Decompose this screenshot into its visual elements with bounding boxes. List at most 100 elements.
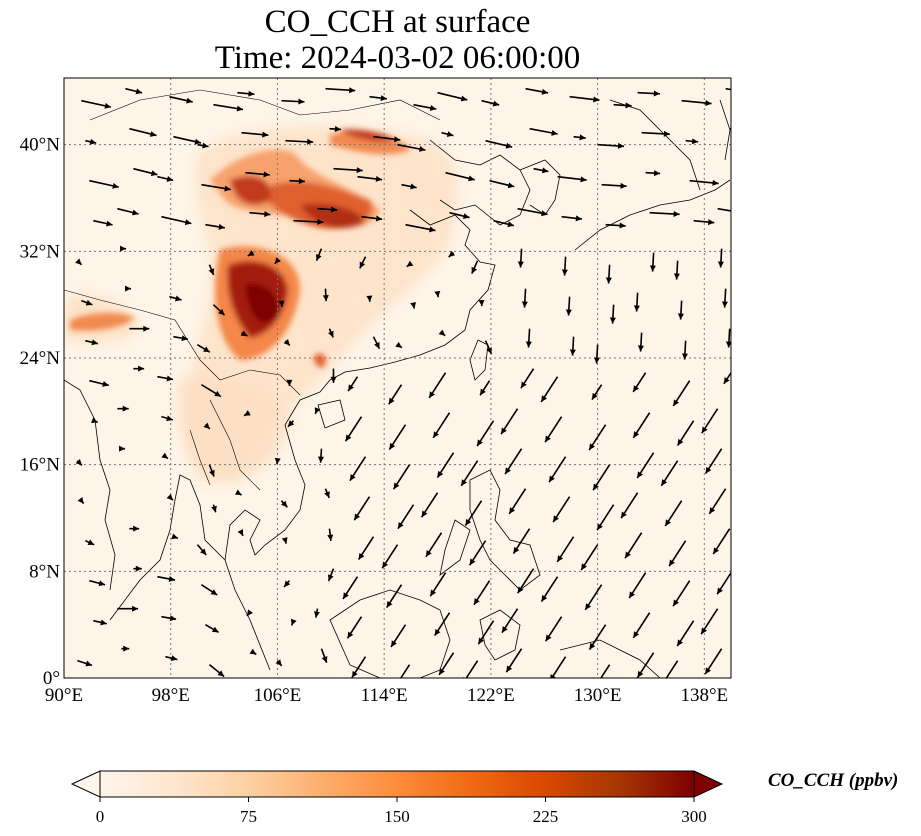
wind-vector-head xyxy=(89,138,97,145)
map-frame xyxy=(63,77,732,679)
wind-vector-head xyxy=(316,254,322,261)
wind-vector-head xyxy=(580,176,587,183)
wind-vector-head xyxy=(637,345,644,352)
wind-vector-head xyxy=(691,138,699,145)
wind-vector-head xyxy=(549,475,555,483)
colorbar-tick-label: 300 xyxy=(681,807,707,826)
wind-vector-head xyxy=(120,245,127,252)
wind-vector-head xyxy=(752,169,758,175)
wind-vector-head xyxy=(217,670,225,677)
wind-vector-head xyxy=(351,670,358,678)
wind-vector-head xyxy=(461,479,468,486)
lon-tick-label: 98°E xyxy=(152,685,190,706)
wind-vector-head xyxy=(557,555,564,562)
wind-vector-head xyxy=(707,219,715,226)
coastlines xyxy=(64,89,731,678)
wind-vector-head xyxy=(738,88,744,94)
wind-vector-head xyxy=(359,261,366,269)
wind-vector-head xyxy=(633,305,640,312)
lat-tick-label: 8°N xyxy=(29,561,60,582)
wind-vector-head xyxy=(161,452,168,459)
wind-vector-head xyxy=(509,507,516,514)
wind-vector-head xyxy=(397,522,404,529)
wind-vector-head xyxy=(382,561,389,569)
wind-vector xyxy=(665,660,679,678)
wind-vector-head xyxy=(349,474,356,481)
wind-vector-head xyxy=(506,665,513,673)
wind-vector-head xyxy=(633,631,640,638)
wind-vector-head xyxy=(75,258,82,265)
wind-vector-head xyxy=(597,523,603,531)
wind-vector-head xyxy=(517,261,524,268)
wind-vector-head xyxy=(705,466,712,474)
wind-vector-head xyxy=(663,130,670,137)
wind-vector-head xyxy=(100,619,107,626)
wind-vector-head xyxy=(723,377,730,384)
wind-vector-head xyxy=(281,537,288,544)
wind-vector-head xyxy=(166,415,173,422)
wind-vector-head xyxy=(91,417,98,424)
lon-tick-label: 114°E xyxy=(361,685,408,706)
wind-vector-head xyxy=(501,427,507,435)
wind-vector-head xyxy=(85,660,92,667)
wind-vector-head xyxy=(246,609,253,616)
wind-vector-head xyxy=(374,342,380,349)
wind-vector-head xyxy=(393,482,400,490)
wind-vector-head xyxy=(98,580,106,587)
wind-vector-head xyxy=(520,381,527,389)
plot-time-subtitle: Time: 2024-03-02 06:00:00 xyxy=(214,40,581,76)
wind-vector-head xyxy=(330,376,337,383)
wind-vector-head xyxy=(721,301,728,308)
wind-vector-head xyxy=(135,565,142,572)
wind-vector-head xyxy=(380,95,387,102)
wind-vector-head xyxy=(366,295,373,302)
wind-vector-head xyxy=(609,317,616,324)
wind-vector-head xyxy=(507,182,515,189)
wind-vector-head xyxy=(307,138,314,145)
wind-vector-head xyxy=(468,175,475,182)
wind-vector-head xyxy=(395,341,402,348)
wind-vector-head xyxy=(619,222,626,229)
wind-vector-head xyxy=(665,519,672,527)
wind-vector-head xyxy=(314,407,321,414)
plot-title: CO_CCH at surface xyxy=(264,4,531,40)
wind-vector-head xyxy=(393,136,401,143)
colorbar-label: CO_CCH (ppbv) xyxy=(768,770,899,791)
wind-vector-head xyxy=(135,88,143,95)
lon-tick-label: 138°E xyxy=(680,685,728,706)
wind-vector-head xyxy=(149,131,157,137)
wind-vector-head xyxy=(234,489,242,496)
lon-tick-label: 90°E xyxy=(45,685,83,706)
wind-vector-head xyxy=(471,266,478,274)
wind-vector-head xyxy=(581,563,587,571)
wind-vector-head xyxy=(677,438,684,446)
wind-vector-head xyxy=(545,435,551,443)
wind-vector-head xyxy=(589,642,596,650)
wind-vector-head xyxy=(673,273,680,280)
wind-vector-head xyxy=(290,618,297,626)
wind-vector-head xyxy=(247,250,255,256)
lat-tick-label: 24°N xyxy=(20,348,61,369)
wind-vector xyxy=(717,207,731,212)
wind-vector-head xyxy=(211,626,219,633)
wind-vector-head xyxy=(209,469,215,477)
wind-vector-head xyxy=(286,379,293,386)
wind-vector-head xyxy=(275,659,282,666)
wind-vector-head xyxy=(349,87,356,94)
wind-vector-head xyxy=(410,302,417,309)
wind-vector-head xyxy=(175,295,182,302)
wind-vector-head xyxy=(541,395,547,402)
wind-vector-head xyxy=(480,388,486,396)
wind-vector-head xyxy=(168,575,176,582)
wind-vector-head xyxy=(517,586,524,594)
wind-vector-head xyxy=(463,213,470,220)
wind-vector-head xyxy=(505,142,513,149)
wind-vector-head xyxy=(681,353,688,360)
wind-vector-head xyxy=(283,339,290,346)
wind-vector-head xyxy=(593,96,600,103)
wind-vector-head xyxy=(210,589,218,595)
wind-vector-head xyxy=(125,285,132,292)
wind-vector-head xyxy=(439,668,445,675)
wind-vector-head xyxy=(170,655,178,662)
